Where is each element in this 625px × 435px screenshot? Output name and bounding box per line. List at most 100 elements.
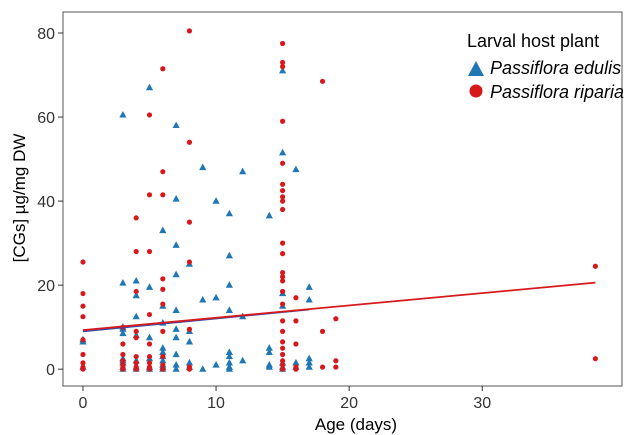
data-point-1-86: [333, 364, 339, 370]
data-point-1-2: [80, 303, 86, 309]
data-point-1-60: [280, 206, 286, 213]
y-tick-label-0: 0: [46, 362, 55, 379]
data-point-1-57: [280, 187, 286, 194]
data-point-1-8: [80, 366, 86, 372]
data-point-1-50: [186, 366, 193, 372]
data-point-1-64: [280, 274, 286, 280]
data-point-0-42: [172, 333, 180, 341]
legend-triangle-icon: [468, 61, 484, 76]
data-point-1-68: [280, 318, 286, 324]
y-tick-label-3: 60: [37, 110, 55, 127]
data-point-0-70: [265, 344, 273, 351]
data-point-0-44: [172, 360, 180, 368]
legend-label-riparia: Passiflora riparia: [490, 82, 624, 102]
data-point-1-29: [146, 341, 153, 347]
data-point-1-21: [133, 353, 139, 360]
data-point-1-82: [319, 328, 326, 334]
data-point-1-83: [319, 364, 326, 370]
data-point-1-70: [280, 339, 286, 345]
x-axis: 0 10 20 30: [79, 386, 491, 412]
data-point-0-87: [305, 358, 313, 366]
data-point-1-10: [120, 341, 126, 347]
data-point-0-43: [172, 350, 180, 358]
data-point-1-12: [120, 358, 126, 364]
legend: Larval host plant Passiflora edulis Pass…: [467, 31, 624, 102]
data-point-0-56: [212, 360, 220, 368]
data-point-1-67: [280, 301, 286, 307]
data-point-1-5: [80, 351, 86, 358]
data-point-0-13: [132, 276, 140, 284]
data-point-1-20: [133, 335, 139, 341]
y-axis: 0 20 40 60 80: [37, 26, 63, 379]
data-point-0-45: [172, 365, 180, 372]
data-point-1-85: [333, 358, 339, 364]
data-point-1-16: [133, 215, 139, 221]
data-point-1-19: [133, 328, 139, 334]
data-point-1-38: [160, 286, 166, 292]
data-point-0-57: [225, 209, 233, 217]
data-point-1-28: [146, 311, 153, 318]
data-point-0-82: [292, 358, 300, 366]
data-point-0-29: [159, 344, 167, 351]
data-point-0-73: [265, 363, 273, 370]
data-point-0-58: [225, 251, 233, 259]
data-point-1-22: [133, 360, 139, 366]
data-point-0-62: [225, 352, 233, 360]
data-point-1-0: [80, 259, 86, 265]
data-point-1-76: [293, 295, 299, 301]
data-point-1-63: [280, 269, 286, 276]
data-point-0-71: [265, 348, 273, 355]
data-point-0-3: [119, 110, 127, 118]
data-point-0-65: [225, 365, 233, 372]
data-point-1-24: [133, 366, 139, 372]
data-point-1-61: [280, 240, 286, 246]
data-point-0-30: [159, 348, 167, 355]
data-point-1-47: [186, 259, 193, 265]
data-point-1-59: [280, 198, 286, 204]
data-point-1-74: [280, 362, 286, 368]
data-point-1-34: [160, 66, 166, 72]
data-point-0-49: [185, 358, 194, 366]
data-point-0-7: [119, 329, 127, 337]
data-point-1-41: [160, 353, 166, 360]
data-point-0-51: [199, 163, 207, 171]
x-tick-label-2: 20: [340, 395, 358, 412]
data-point-1-78: [293, 341, 299, 347]
data-point-1-42: [160, 362, 166, 368]
data-point-0-20: [145, 83, 154, 91]
y-tick-label-2: 40: [37, 194, 55, 211]
data-point-0-75: [279, 148, 287, 156]
data-point-1-25: [146, 112, 153, 118]
data-point-0-4: [119, 279, 127, 286]
data-point-1-6: [80, 360, 86, 366]
data-point-0-48: [185, 337, 194, 345]
data-point-1-15: [120, 366, 126, 372]
data-point-0-81: [292, 165, 300, 173]
data-point-0-85: [305, 295, 313, 303]
data-point-0-53: [199, 365, 207, 372]
data-point-0-55: [212, 293, 220, 301]
data-point-1-65: [280, 278, 286, 284]
data-point-1-66: [280, 288, 286, 295]
data-point-1-36: [160, 192, 166, 198]
data-point-0-88: [305, 363, 313, 370]
data-point-0-86: [305, 354, 313, 362]
data-point-1-31: [146, 360, 153, 366]
data-point-1-44: [186, 28, 193, 34]
data-point-0-39: [172, 270, 180, 278]
data-point-0-36: [172, 121, 180, 129]
x-tick-label-1: 10: [207, 395, 225, 412]
data-point-1-37: [160, 276, 166, 282]
data-point-1-71: [280, 345, 286, 351]
data-point-1-40: [160, 328, 166, 334]
data-point-0-15: [132, 312, 140, 320]
data-point-1-55: [280, 160, 286, 166]
y-tick-label-4: 80: [37, 26, 55, 43]
data-point-1-62: [280, 251, 286, 257]
data-point-1-1: [80, 290, 86, 297]
data-point-1-26: [146, 192, 153, 198]
data-point-1-75: [280, 366, 286, 372]
data-point-1-88: [592, 356, 598, 362]
data-point-0-60: [225, 306, 233, 313]
